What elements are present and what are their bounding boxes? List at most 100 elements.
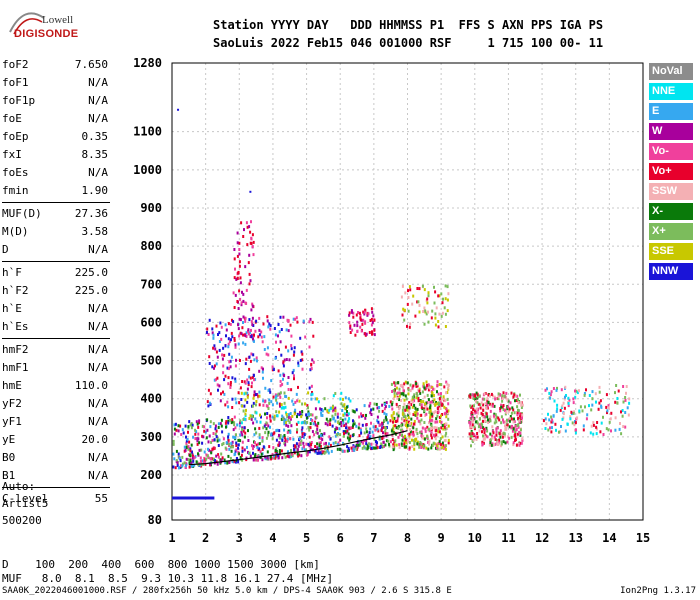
echo-point	[515, 399, 518, 402]
distance-row: D 100 200 400 600 800 1000 1500 3000 [km…	[2, 558, 320, 571]
echo-point	[471, 434, 473, 438]
echo-point	[592, 421, 595, 425]
echo-point	[365, 447, 368, 451]
echo-point	[308, 428, 311, 432]
echo-point	[241, 433, 244, 437]
echo-point	[196, 442, 199, 446]
echo-point	[598, 390, 601, 394]
echo-point	[494, 442, 497, 446]
echo-point	[247, 450, 249, 454]
echo-point	[436, 380, 439, 384]
echo-point	[229, 445, 232, 449]
echo-point	[394, 424, 397, 428]
echo-point	[497, 416, 500, 420]
echo-point	[284, 443, 287, 447]
echo-point	[229, 418, 232, 422]
echo-point	[624, 396, 627, 399]
echo-point	[490, 392, 493, 396]
echo-point	[233, 306, 236, 309]
echo-point	[440, 292, 443, 296]
echo-point	[263, 424, 266, 428]
echo-point	[179, 459, 182, 463]
echo-point	[348, 311, 351, 315]
echo-point	[425, 401, 428, 405]
echo-point	[308, 450, 311, 454]
echo-point	[408, 285, 411, 289]
echo-point	[326, 409, 329, 413]
echo-point	[269, 417, 272, 421]
echo-point	[437, 392, 440, 396]
echo-point	[489, 402, 492, 406]
echo-point	[236, 300, 239, 303]
echo-point	[446, 285, 449, 289]
echo-point	[323, 432, 326, 436]
echo-point	[494, 438, 497, 441]
echo-point	[180, 433, 183, 436]
echo-point	[240, 391, 243, 395]
echo-point	[248, 367, 251, 371]
echo-point	[287, 329, 290, 333]
echo-point	[360, 431, 363, 435]
echo-point	[251, 302, 254, 306]
echo-point	[291, 399, 294, 403]
echo-point	[407, 420, 410, 424]
echo-point	[283, 434, 286, 437]
echo-point	[423, 288, 426, 292]
echo-point	[233, 257, 236, 261]
echo-point	[223, 458, 226, 462]
echo-point	[424, 309, 427, 313]
echo-point	[331, 406, 334, 410]
echo-point	[409, 422, 411, 426]
echo-point	[434, 403, 437, 407]
echo-point	[285, 328, 288, 332]
echo-point	[483, 437, 486, 441]
echo-point	[573, 410, 576, 414]
echo-point	[620, 410, 622, 414]
echo-point	[413, 383, 416, 387]
echo-point	[394, 381, 397, 385]
echo-point	[345, 426, 347, 430]
echo-point	[346, 410, 348, 413]
echo-point	[412, 384, 415, 388]
echo-point	[227, 435, 230, 439]
echo-point	[195, 460, 198, 464]
echo-point	[474, 395, 476, 399]
echo-point	[267, 353, 270, 357]
echo-point	[405, 397, 408, 401]
param-value: N/A	[88, 343, 108, 356]
echo-point	[350, 446, 353, 450]
echo-point	[219, 399, 222, 403]
param-label: h`E	[2, 302, 22, 315]
echo-point	[299, 441, 302, 445]
echo-point	[408, 325, 411, 329]
echo-point	[215, 435, 218, 439]
echo-point	[551, 426, 553, 430]
echo-point	[470, 431, 473, 435]
echo-point	[280, 403, 283, 407]
x-tick-label: 1	[168, 531, 175, 545]
echo-point	[390, 382, 393, 386]
echo-point	[213, 344, 216, 348]
echo-point	[627, 413, 630, 417]
echo-point	[247, 329, 249, 333]
echo-point	[445, 407, 448, 411]
echo-point	[284, 394, 287, 398]
echo-point	[392, 397, 395, 401]
echo-point	[343, 403, 346, 407]
echo-point	[404, 434, 406, 438]
echo-point	[247, 328, 250, 332]
echo-point	[188, 496, 191, 500]
echo-point	[614, 416, 617, 420]
echo-point	[427, 320, 430, 324]
echo-point	[514, 394, 517, 398]
echo-point	[295, 442, 298, 446]
echo-point	[190, 452, 192, 456]
echo-point	[249, 414, 252, 418]
echo-point	[574, 431, 577, 435]
echo-point	[400, 424, 403, 428]
echo-point	[502, 391, 505, 395]
echo-point	[285, 411, 287, 415]
echo-point	[390, 429, 393, 433]
echo-point	[377, 429, 380, 433]
echo-point	[202, 462, 204, 466]
